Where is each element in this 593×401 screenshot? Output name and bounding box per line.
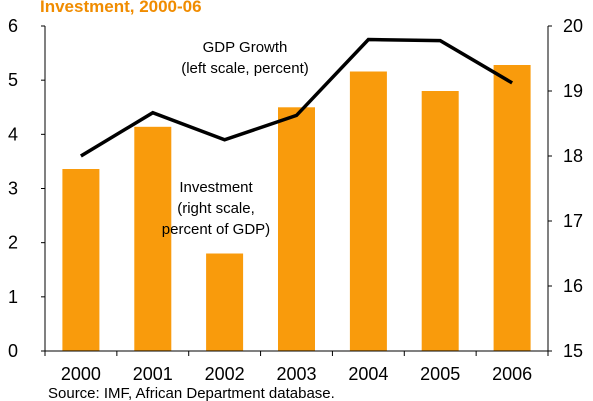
x-tick-label-2006: 2006 [492,364,532,384]
left-tick-label: 5 [8,70,18,90]
right-tick-label: 16 [563,276,583,296]
annotation-gdp-growth-line: GDP Growth [203,39,288,56]
right-axis: 15 16 17 18 19 20 [547,16,583,361]
left-tick-label: 1 [8,287,18,307]
annotation-investment-line: (right scale, [177,200,255,217]
left-tick-label: 2 [8,233,18,253]
left-tick-label: 3 [8,179,18,199]
bar-series [62,65,531,352]
bar-2001 [134,126,172,351]
right-tick-label: 18 [563,146,583,166]
x-tick-label-2001: 2001 [133,364,173,384]
x-tick-label-2005: 2005 [420,364,460,384]
bar-2004 [349,71,387,351]
right-tick-label: 20 [563,16,583,36]
left-tick-label: 4 [8,124,18,144]
annotation-investment-line: Investment [179,179,253,196]
bar-2005 [421,91,459,351]
x-axis: 2000 2001 2002 2003 2004 2005 2006 [44,350,549,384]
bar-2002 [206,253,244,351]
right-tick-label: 15 [563,341,583,361]
annotation-gdp-growth-line: (left scale, percent) [181,60,309,77]
bar-2000 [62,169,100,351]
annotation-investment-line: percent of GDP) [162,221,270,238]
right-tick-label: 19 [563,81,583,101]
bar-2006 [493,65,531,351]
bar-2003 [278,107,315,352]
chart-title: Investment, 2000-06 [40,0,202,16]
left-axis: 0 1 2 3 4 5 6 [8,16,46,361]
x-tick-label-2000: 2000 [61,364,101,384]
x-tick-label-2003: 2003 [276,364,316,384]
right-tick-label: 17 [563,211,583,231]
left-tick-label: 0 [8,341,18,361]
x-tick-label-2002: 2002 [205,364,245,384]
source-note: Source: IMF, African Department database… [48,385,335,401]
x-tick-label-2004: 2004 [348,364,388,384]
left-tick-label: 6 [8,16,18,36]
annotations: GDP Growth (left scale, percent) Investmen… [162,39,309,238]
gdp-growth-line-group [79,37,513,158]
